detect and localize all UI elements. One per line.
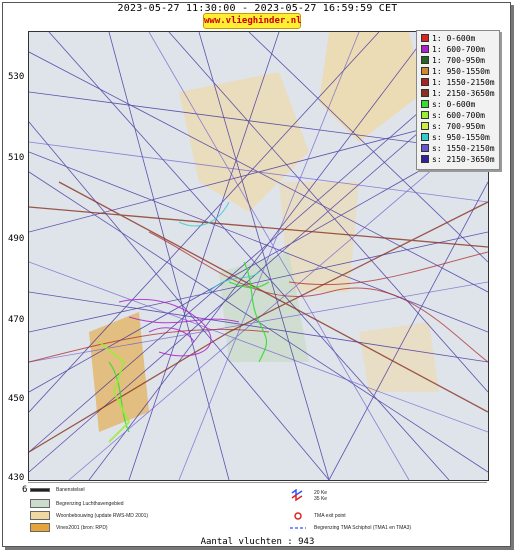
- altitude-legend: 1: 0-600m 1: 600-700m 1: 700-950m 1: 950…: [416, 30, 500, 170]
- map-footer-legend: Banenstelsel Begrenzing Luchthavengebied…: [28, 482, 487, 537]
- legend-item: s: 700-950m: [421, 121, 485, 131]
- vinex-swatch: [30, 523, 50, 532]
- footer-item-noise-contours: 20 Ke 35 Ke: [290, 489, 327, 503]
- legend-label: 1: 2150-3650m: [432, 88, 495, 98]
- legend-swatch: [421, 34, 429, 42]
- airport-boundary-swatch: [30, 499, 50, 508]
- legend-label: 1: 1550-2150m: [432, 77, 495, 87]
- legend-label: 1: 0-600m: [432, 33, 476, 43]
- legend-label: 1: 950-1550m: [432, 66, 490, 76]
- legend-label: s: 1550-2150m: [432, 143, 495, 153]
- tma-boundary-icon: [290, 527, 306, 529]
- legend-swatch: [421, 78, 429, 86]
- legend-label: s: 2150-3650m: [432, 154, 495, 164]
- legend-label: s: 700-950m: [432, 121, 485, 131]
- legend-item: 1: 1550-2150m: [421, 77, 495, 87]
- legend-swatch: [421, 133, 429, 141]
- legend-swatch: [421, 122, 429, 130]
- legend-item: 1: 600-700m: [421, 44, 485, 54]
- footer-label: Vinex2001 (bron: RPD): [56, 524, 108, 531]
- tma-boundary-label: Begrenzing TMA Schiphol (TMA1 en TMA3): [314, 525, 412, 531]
- legend-swatch: [421, 45, 429, 53]
- legend-item: s: 950-1550m: [421, 132, 490, 142]
- housing-swatch: [30, 511, 50, 520]
- legend-swatch: [421, 144, 429, 152]
- legend-label: 1: 600-700m: [432, 44, 485, 54]
- legend-label: s: 950-1550m: [432, 132, 490, 142]
- legend-item: 1: 0-600m: [421, 33, 475, 43]
- y-tick-430: 430: [8, 473, 25, 483]
- footer-label: Woonbebouwing (update RWS-MD 2001): [56, 512, 149, 519]
- flight-count: Aantal vluchten : 943: [200, 537, 315, 547]
- flight-track-map[interactable]: [28, 31, 489, 481]
- legend-item: s: 1550-2150m: [421, 143, 495, 153]
- footer-label: Begrenzing Luchthavengebied: [56, 500, 124, 507]
- footer-item-tma-boundary: Begrenzing TMA Schiphol (TMA1 en TMA3): [290, 525, 411, 531]
- legend-label: 1: 700-950m: [432, 55, 485, 65]
- footer-item-tma-exit: TMA exit point: [290, 511, 346, 521]
- footer-item-runways: Banenstelsel: [30, 487, 85, 493]
- time-range-title: 2023-05-27 11:30:00 - 2023-05-27 16:59:5…: [117, 3, 398, 14]
- legend-label: s: 600-700m: [432, 110, 485, 120]
- y-tick-510: 510: [8, 153, 25, 163]
- x-tick-60: 60: [22, 485, 33, 495]
- y-tick-450: 450: [8, 394, 25, 404]
- legend-label: s: 0-600m: [432, 99, 476, 109]
- tma-exit-point-icon: [294, 512, 302, 520]
- legend-item: s: 0-600m: [421, 99, 475, 109]
- legend-swatch: [421, 89, 429, 97]
- runway-swatch: [30, 488, 50, 492]
- y-tick-470: 470: [8, 315, 25, 325]
- legend-item: s: 600-700m: [421, 110, 485, 120]
- noise-small-label: 20 Ke: [314, 490, 328, 496]
- footer-label: Banenstelsel: [56, 487, 85, 493]
- legend-item: 1: 700-950m: [421, 55, 485, 65]
- legend-swatch: [421, 100, 429, 108]
- noise-large-label: 35 Ke: [314, 496, 328, 502]
- site-link-badge[interactable]: www.vlieghinder.nl: [203, 13, 302, 29]
- legend-item: 1: 950-1550m: [421, 66, 490, 76]
- footer-item-housing: Woonbebouwing (update RWS-MD 2001): [30, 511, 148, 520]
- map-canvas: [29, 32, 488, 480]
- legend-item: 1: 2150-3650m: [421, 88, 495, 98]
- y-tick-490: 490: [8, 234, 25, 244]
- footer-item-vinex: Vinex2001 (bron: RPD): [30, 523, 108, 532]
- legend-swatch: [421, 155, 429, 163]
- legend-swatch: [421, 111, 429, 119]
- legend-item: s: 2150-3650m: [421, 154, 495, 164]
- footer-item-airport-boundary: Begrenzing Luchthavengebied: [30, 499, 124, 508]
- noise-contour-icon: [291, 489, 303, 502]
- legend-swatch: [421, 67, 429, 75]
- legend-swatch: [421, 56, 429, 64]
- tma-exit-label: TMA exit point: [314, 513, 346, 519]
- y-tick-530: 530: [8, 72, 25, 82]
